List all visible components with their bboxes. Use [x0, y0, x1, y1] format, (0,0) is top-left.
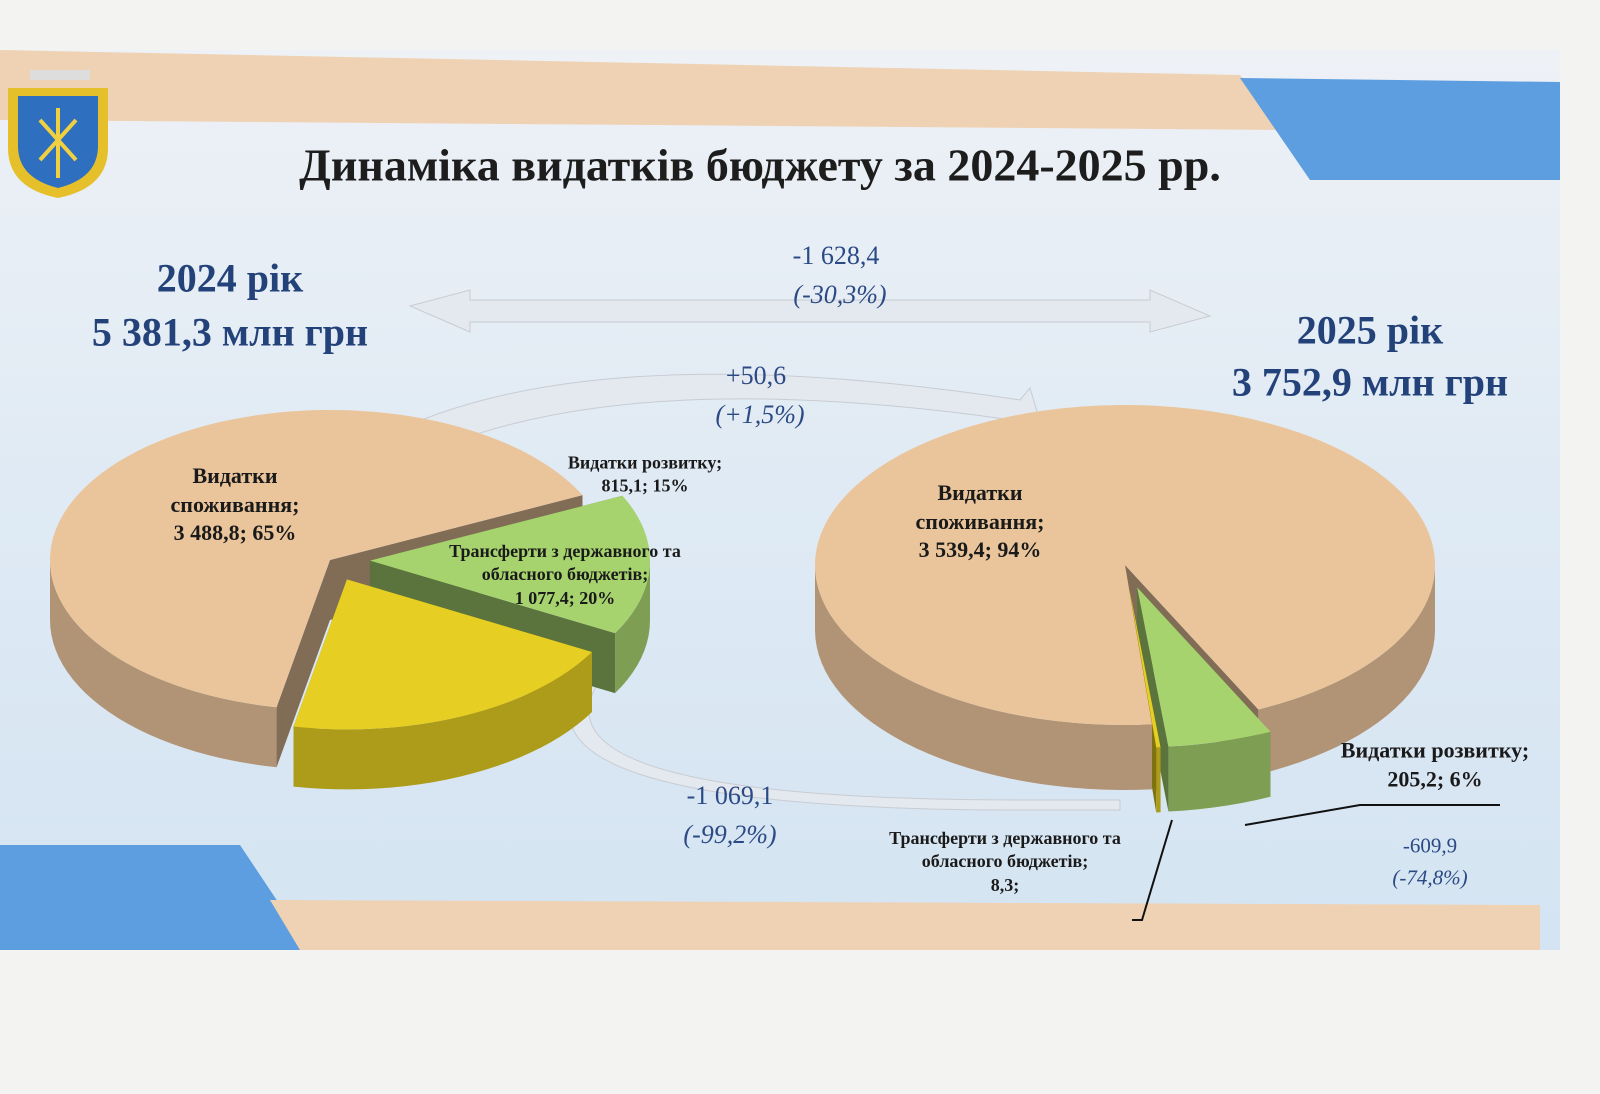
change-value: +50,6: [725, 361, 787, 390]
slice-value: 8,3;: [990, 874, 1020, 895]
pie-title: 2024 рік: [156, 255, 304, 301]
pie-0: [49, 410, 650, 790]
pie-slice: [369, 495, 650, 634]
slice-side: [1137, 587, 1169, 812]
slice-label: Трансферти з державного та обласного бюд…: [435, 540, 695, 610]
slice-wall: [815, 565, 1153, 790]
slice-category: Видатки розвитку;: [1340, 737, 1530, 763]
slice-category: Видатки розвитку;: [567, 452, 723, 473]
slice-wall: [615, 560, 650, 694]
change-percent: (-30,3%): [793, 275, 888, 314]
slice-label: Видатки розвитку; 815,1; 15%: [545, 452, 745, 499]
pie-slice: [1137, 587, 1271, 747]
slice-label: Трансферти з державного та обласного бюд…: [870, 827, 1140, 897]
slice-wall: [1258, 565, 1435, 775]
slice-label: Видатки споживання; 3 539,4; 94%: [880, 479, 1080, 565]
change-percent: (+1,5%): [715, 395, 804, 434]
slice-wall: [50, 560, 277, 768]
pie-slice: [49, 410, 583, 708]
slice-label: Видатки розвитку; 205,2; 6%: [1335, 736, 1535, 793]
slice-wall: [293, 651, 593, 790]
slice-value: 205,2; 6%: [1387, 766, 1483, 791]
pie-slice: [293, 579, 593, 730]
slice-label: Видатки споживання; 3 488,8; 65%: [135, 462, 335, 548]
pie-title: 2025 рік: [1296, 307, 1444, 353]
corner-band: [0, 845, 310, 950]
leader-lines: [1132, 804, 1500, 921]
change-value: -1 628,4: [792, 241, 880, 270]
pie-slice: [814, 405, 1435, 726]
top-band: [0, 50, 1290, 130]
slice-value: 1 077,4; 20%: [514, 587, 616, 608]
slice-category: Трансферти з державного та обласного бюд…: [449, 540, 681, 585]
italic: (-99,2%): [683, 820, 777, 849]
slide-title: Динаміка видатків бюджету за 2024-2025 р…: [299, 139, 1221, 191]
slice-wall: [1168, 731, 1271, 812]
italic: (-30,3%): [793, 280, 887, 309]
change-value: -609,9: [1402, 833, 1458, 858]
slice-category: Видатки споживання;: [915, 480, 1045, 534]
slice-value: 3 539,4; 94%: [918, 537, 1042, 563]
change-value: -1 069,1: [686, 781, 774, 810]
slice-wall: [1156, 747, 1161, 813]
slice-category: Видатки споживання;: [170, 463, 300, 517]
corner-band: [1240, 78, 1560, 180]
slice-value: 3 488,8; 65%: [173, 520, 297, 546]
change-annotation: -1 069,1 (-99,2%): [683, 776, 776, 854]
change-annotation: +50,6 (+1,5%): [715, 356, 804, 434]
coat-of-arms: [8, 70, 108, 198]
pie-subtitle: 5 381,3 млн грн: [91, 309, 369, 355]
pie-subtitle: 3 752,9 млн грн: [1231, 359, 1509, 405]
slice-value: 815,1; 15%: [601, 476, 689, 496]
arrows: [359, 289, 1212, 811]
change-annotation: -1 628,4 (-30,3%): [793, 236, 888, 314]
slice-category: Трансферти з державного та обласного бюд…: [889, 827, 1121, 872]
pie-1: [814, 405, 1435, 813]
italic: (-74,8%): [1392, 865, 1468, 889]
pie-slice: [1129, 588, 1161, 748]
change-percent: (-99,2%): [683, 815, 776, 854]
bottom-band: [270, 900, 1540, 950]
italic: (+1,5%): [715, 400, 805, 429]
change-percent: (-74,8%): [1392, 862, 1467, 894]
change-annotation: -609,9 (-74,8%): [1392, 831, 1467, 894]
slice-side: [276, 560, 330, 768]
